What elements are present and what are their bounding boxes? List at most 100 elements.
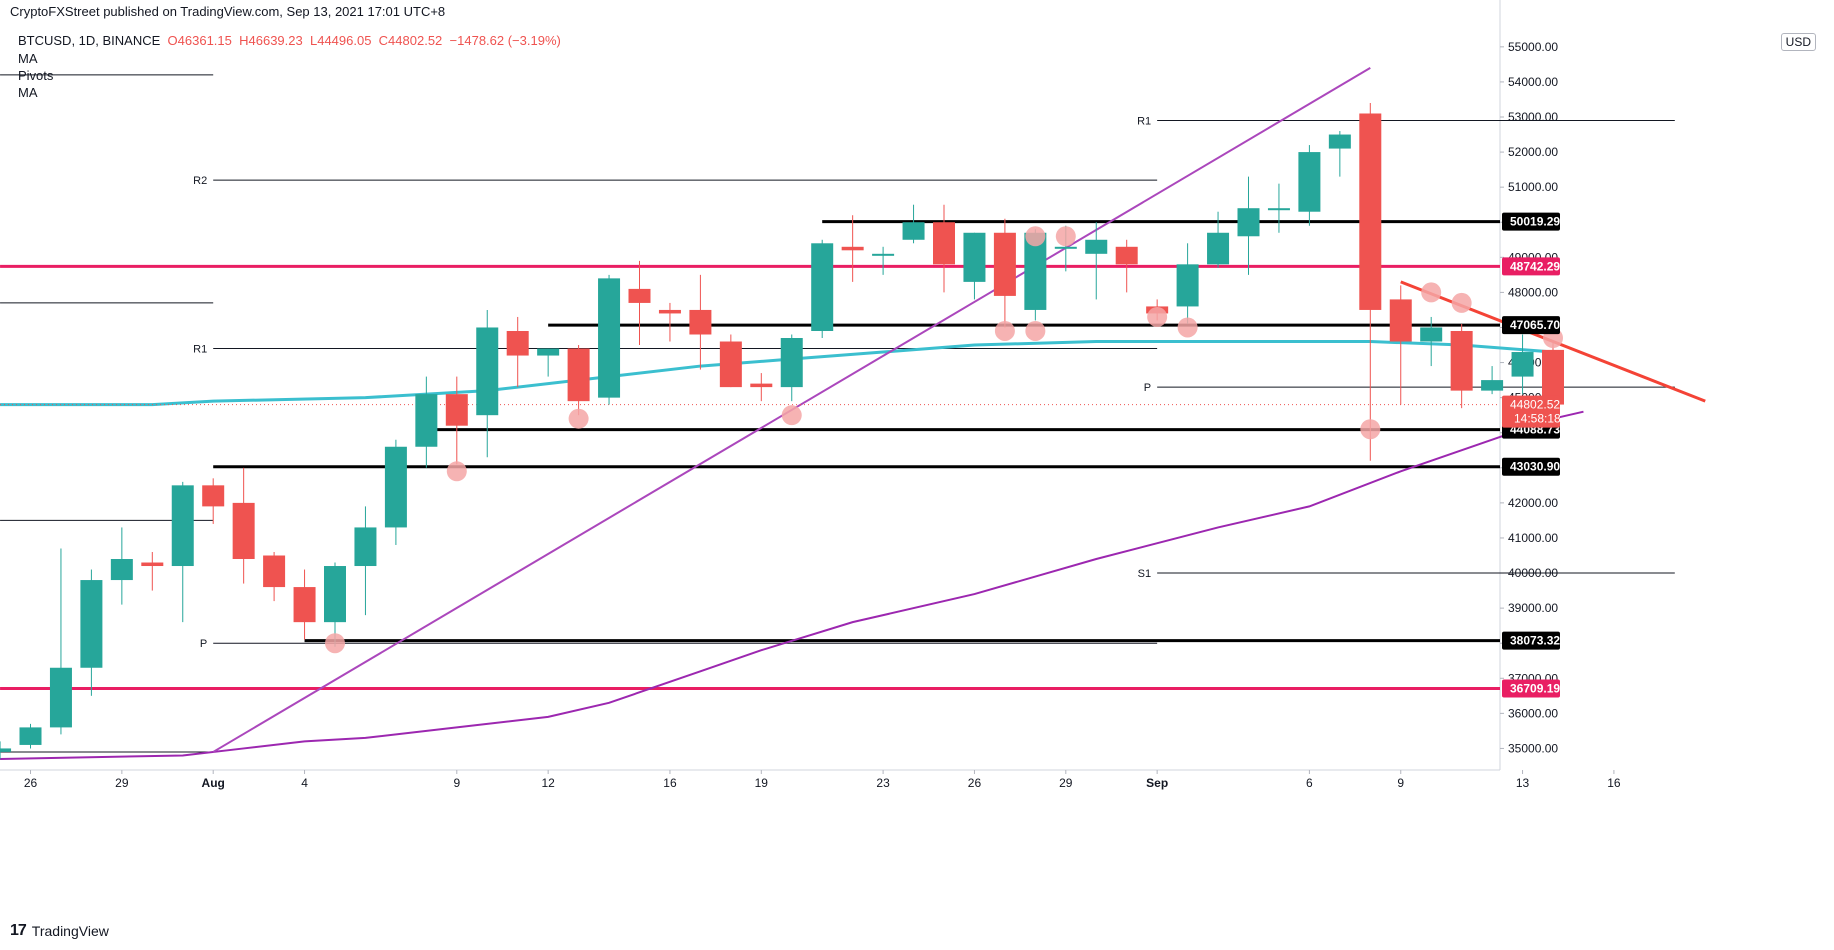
candle-up (0, 748, 12, 752)
candle-up (1024, 232, 1047, 310)
ohlc-low: L44496.05 (309, 33, 372, 48)
currency-badge[interactable]: USD (1780, 33, 1816, 51)
ohlc-close: C44802.52 (378, 33, 443, 48)
touch-marker (1025, 226, 1046, 247)
candle-up (80, 580, 103, 668)
indicator-ma-slow[interactable]: MA (18, 85, 38, 100)
ohlc-open: O46361.15 (167, 33, 232, 48)
candle-up (963, 232, 986, 282)
candle-up (1511, 352, 1534, 377)
touch-marker (1451, 292, 1472, 313)
level-price-tag (1502, 316, 1560, 335)
candle-down (445, 394, 468, 426)
tradingview-brand[interactable]: 17 TradingView (10, 922, 109, 940)
candle-down (1389, 299, 1412, 342)
ohlc-high: H46639.23 (239, 33, 303, 48)
level-price-label: 47065.70 (1510, 318, 1560, 332)
ohlc-change: −1478.62 (−3.19%) (449, 33, 561, 48)
candle-up (1481, 380, 1504, 391)
x-tick-label: 19 (755, 776, 769, 790)
x-tick-label: 6 (1306, 776, 1313, 790)
candle-down (293, 587, 316, 623)
candle-up (415, 394, 438, 447)
candle-down (202, 485, 225, 507)
candle-down (567, 348, 590, 402)
touch-marker (1177, 317, 1198, 338)
candle-down (658, 309, 681, 314)
published-info: CryptoFXStreet published on TradingView.… (10, 4, 446, 19)
y-tick-label: 35000.00 (1508, 741, 1558, 755)
candle-down (750, 383, 773, 388)
level-price-tag (1502, 212, 1560, 231)
pivot-label: R2 (193, 175, 207, 187)
touch-marker (1025, 320, 1046, 341)
indicator-pivots[interactable]: Pivots (18, 68, 54, 83)
y-tick-label: 52000.00 (1508, 145, 1558, 159)
candle-up (811, 243, 834, 331)
last-price-tag (1502, 395, 1560, 428)
x-tick-label: 9 (453, 776, 460, 790)
y-tick-label: 53000.00 (1508, 110, 1558, 124)
y-tick-label: 36000.00 (1508, 706, 1558, 720)
candle-down (933, 222, 955, 265)
candle-down (1450, 330, 1473, 391)
level-price-tag (1502, 257, 1560, 276)
candle-up (1054, 246, 1077, 249)
x-tick-label: 13 (1516, 776, 1530, 790)
level-price-label: 48742.29 (1510, 259, 1560, 273)
pivot-label: S1 (1138, 568, 1151, 580)
candle-up (1237, 208, 1260, 237)
candle-up (1207, 232, 1230, 265)
candle-up (780, 338, 803, 388)
x-tick-label: 26 (968, 776, 982, 790)
touch-marker (1055, 226, 1076, 247)
x-tick-label: 16 (1607, 776, 1621, 790)
touch-marker (781, 405, 802, 426)
y-tick-label: 39000.00 (1508, 601, 1558, 615)
candle-up (171, 485, 194, 567)
ma-slow-line (0, 410, 1584, 760)
last-price-label: 44802.52 (1510, 398, 1560, 412)
symbol-title: BTCUSD, 1D, BINANCE (18, 33, 161, 48)
tradingview-logo-icon: 17 (10, 922, 27, 939)
indicator-ma-fast[interactable]: MA (18, 51, 38, 66)
level-price-label: 50019.29 (1510, 215, 1560, 229)
x-tick-label: 26 (24, 776, 38, 790)
candle-up (476, 327, 499, 416)
y-tick-label: 41000.00 (1508, 531, 1558, 545)
candle-down (689, 309, 712, 335)
touch-marker (994, 320, 1015, 341)
candle-down (506, 330, 529, 356)
candle-up (1298, 152, 1321, 212)
candle-up (1420, 327, 1443, 342)
candle-down (628, 288, 651, 303)
y-tick-label: 54000.00 (1508, 75, 1558, 89)
candle-up (537, 348, 560, 356)
x-tick-label: 29 (115, 776, 129, 790)
y-tick-label: 48000.00 (1508, 285, 1558, 299)
level-price-tag (1502, 679, 1560, 698)
y-tick-label: 42000.00 (1508, 496, 1558, 510)
level-price-label: 38073.32 (1510, 634, 1560, 648)
pivot-label: R1 (1137, 116, 1151, 128)
candle-down (1115, 246, 1138, 265)
level-price-label: 36709.19 (1510, 681, 1560, 695)
candle-up (49, 667, 72, 728)
touch-marker (568, 408, 589, 429)
candle-up (902, 222, 925, 240)
level-price-tag (1502, 631, 1560, 650)
x-tick-label: 12 (541, 776, 555, 790)
symbol-legend[interactable]: BTCUSD, 1D, BINANCE O46361.15 H46639.23 … (18, 33, 561, 48)
touch-marker (1421, 282, 1442, 303)
pivot-label: R1 (193, 344, 207, 356)
x-tick-label: 29 (1059, 776, 1073, 790)
x-tick-label: Aug (202, 776, 225, 790)
touch-marker (1147, 306, 1168, 327)
candle-up (19, 727, 42, 745)
candle-down (1542, 349, 1564, 405)
candle-down (841, 246, 864, 251)
candle-down (263, 555, 286, 588)
candle-up (1267, 208, 1290, 211)
candle-up (324, 566, 346, 623)
